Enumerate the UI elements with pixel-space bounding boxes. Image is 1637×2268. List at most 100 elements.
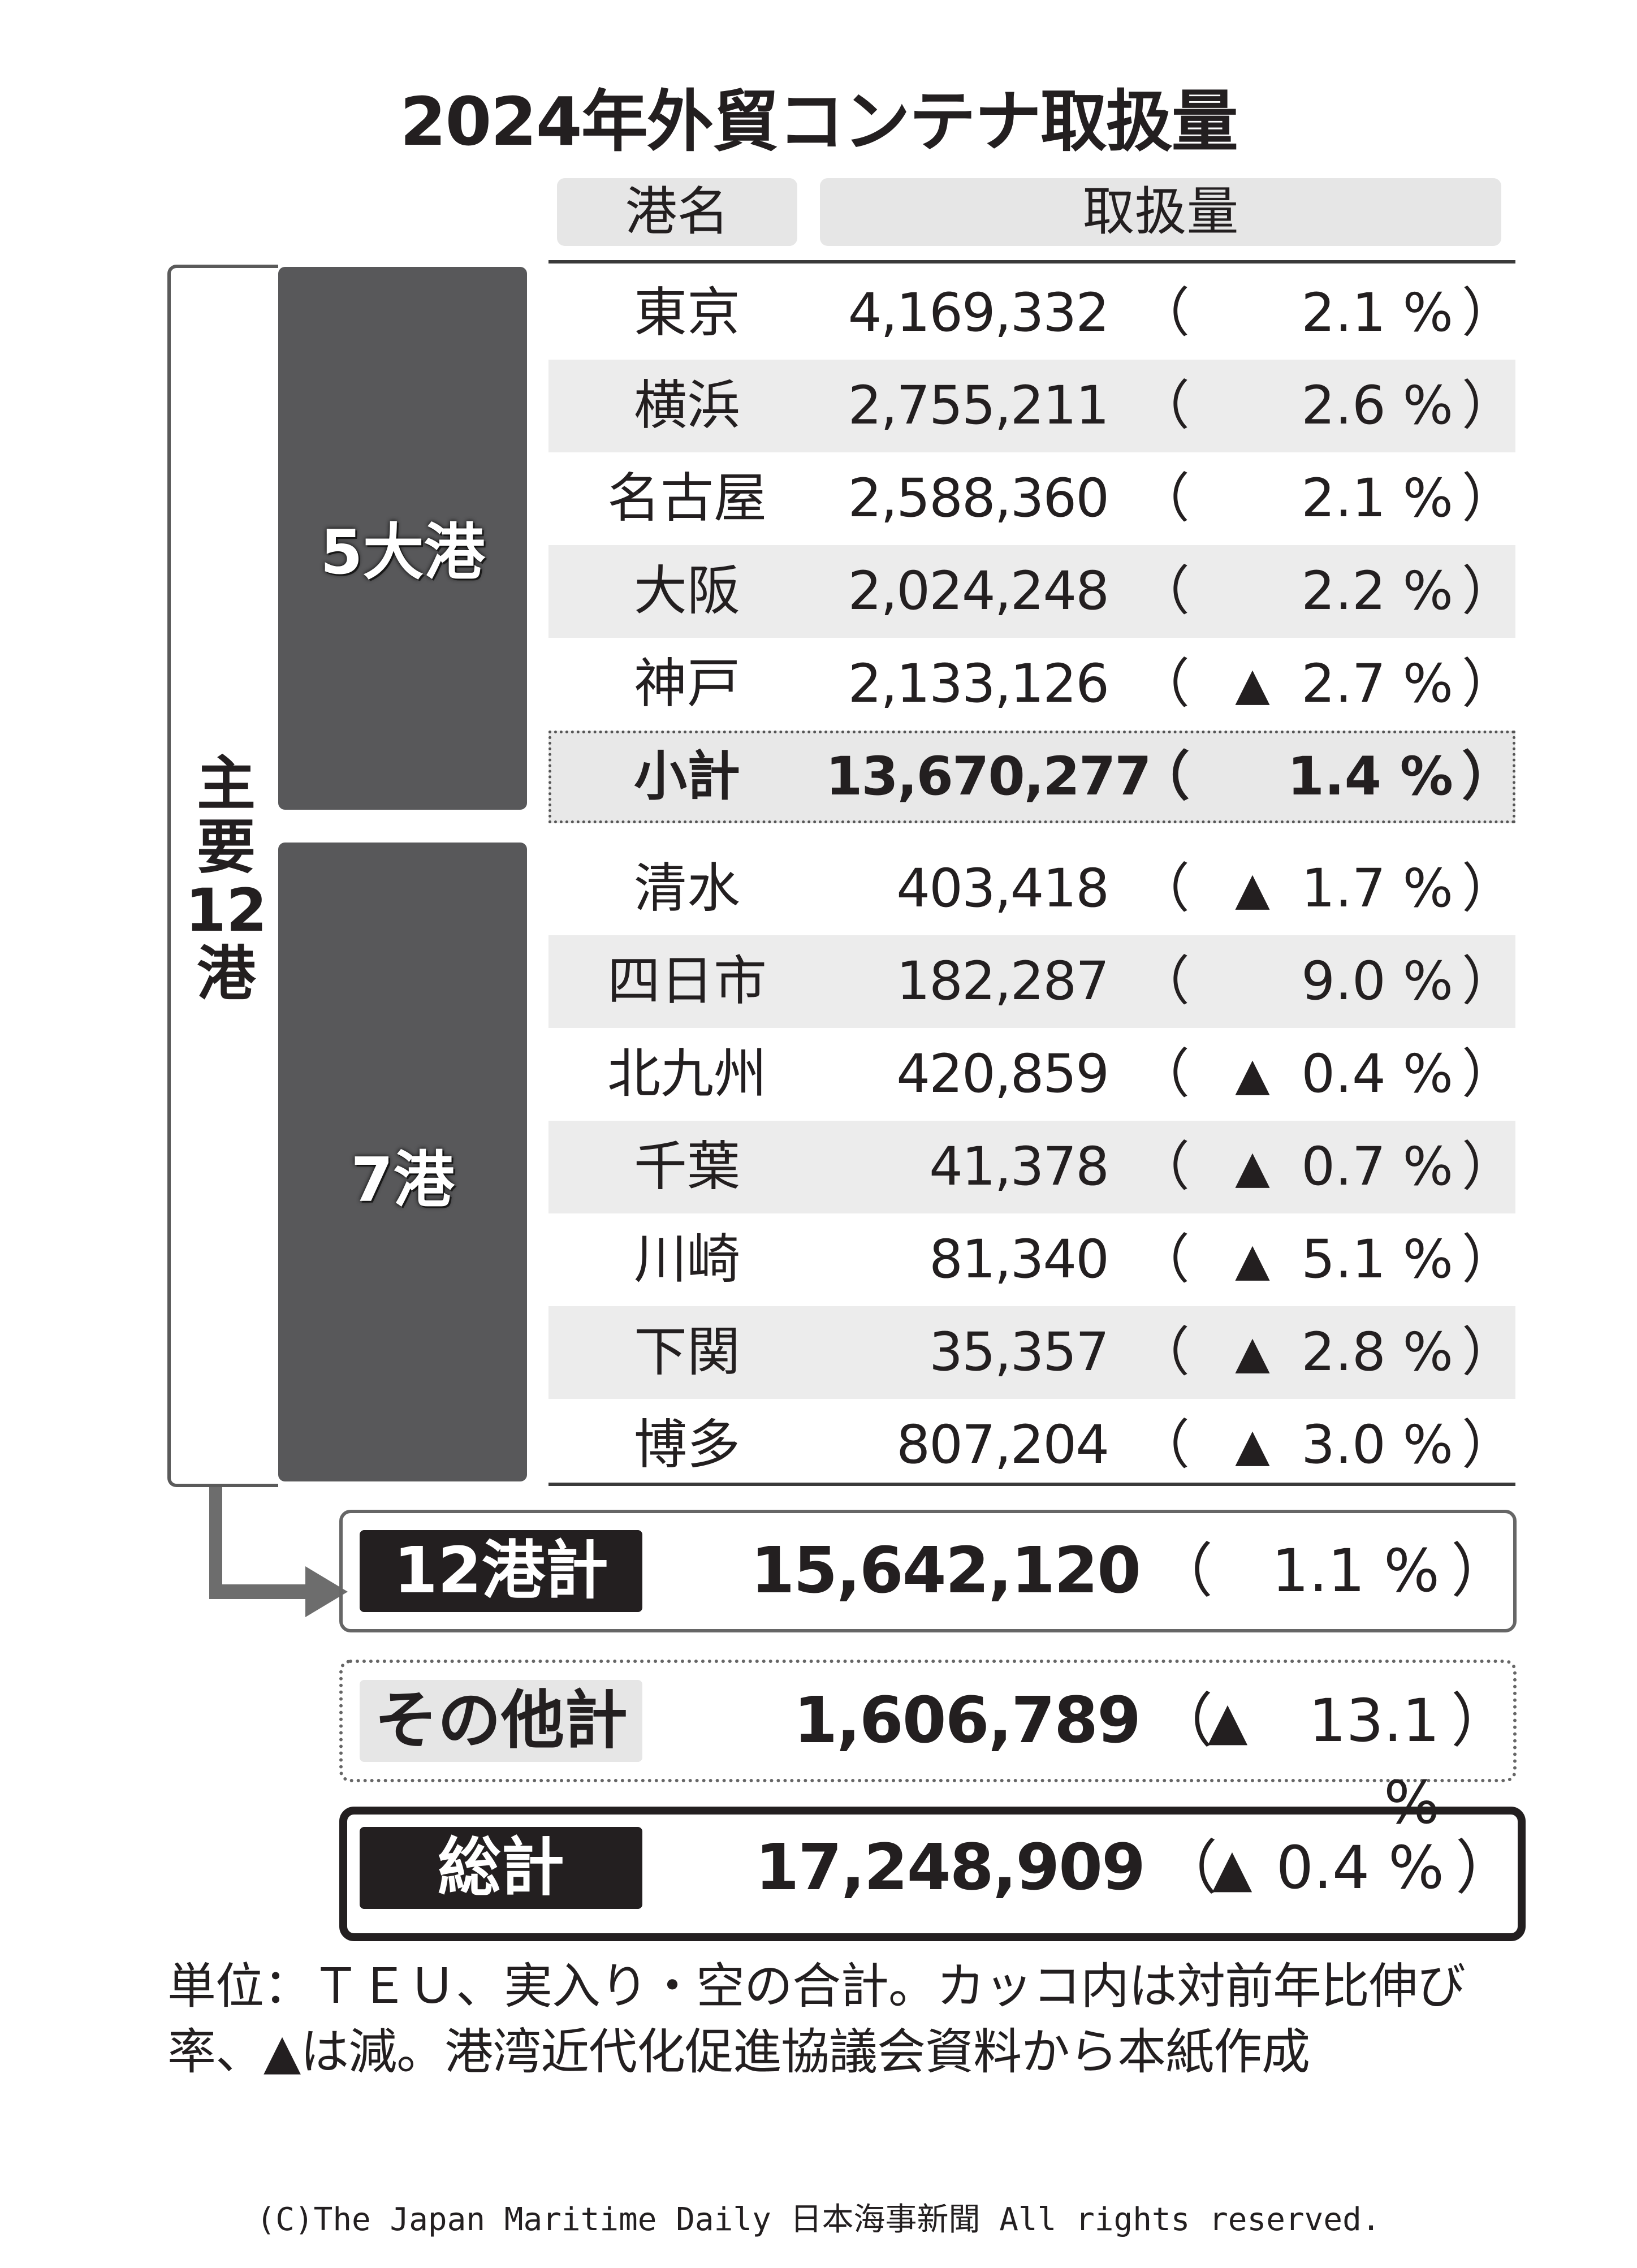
growth-pct: 3.0 % <box>1301 1414 1453 1476</box>
total-box-grand: 総計 17,248,909 （ ▲ 0.4 % ） <box>339 1807 1526 1941</box>
decrease-triangle-icon: ▲ <box>1235 1326 1270 1379</box>
port-name: 清水 <box>633 858 740 919</box>
open-paren: （ <box>1137 1043 1190 1105</box>
decrease-triangle-icon: ▲ <box>1235 1141 1270 1193</box>
table-row: 清水 403,418 （ ▲ 1.7 %） <box>548 843 1515 935</box>
port-name: 神戸 <box>633 653 740 715</box>
table-row: 神戸 2,133,126 （ ▲ 2.7 %） <box>548 638 1515 731</box>
open-paren: （ <box>1137 951 1190 1012</box>
close-paren: ） <box>1462 1229 1515 1290</box>
port-name: 川崎 <box>633 1229 740 1290</box>
port-volume: 2,755,211 <box>848 375 1109 437</box>
close-paren: ） <box>1462 1043 1515 1105</box>
port-name: 四日市 <box>607 951 767 1012</box>
total-pct: 13.1 % <box>1308 1686 1440 1837</box>
close-paren: ） <box>1462 1321 1515 1383</box>
growth-pct: 2.7 % <box>1301 653 1453 715</box>
decrease-triangle-icon: ▲ <box>1235 658 1270 710</box>
decrease-triangle-icon <box>1221 267 1284 360</box>
open-paren: （ <box>1137 746 1190 807</box>
decrease-triangle-icon <box>1221 545 1284 638</box>
open-paren: （ <box>1137 858 1190 919</box>
close-paren: ） <box>1462 951 1515 1012</box>
open-paren: （ <box>1137 1414 1190 1476</box>
open-paren: （ <box>1137 468 1190 529</box>
decrease-triangle-icon: ▲ <box>1212 1838 1252 1898</box>
port-name: 横浜 <box>633 375 740 437</box>
port-volume: 2,133,126 <box>848 653 1109 715</box>
close-paren: ） <box>1462 1414 1515 1476</box>
port-name: 名古屋 <box>607 468 767 529</box>
port-name: 東京 <box>633 282 740 344</box>
port-name: 大阪 <box>633 560 740 622</box>
port-name: 北九州 <box>607 1043 767 1105</box>
decrease-triangle-icon: ▲ <box>1207 1691 1248 1751</box>
table-row: 名古屋 2,588,360 （ 2.1 %） <box>548 452 1515 545</box>
header-volume: 取扱量 <box>820 178 1501 246</box>
port-volume: 807,204 <box>896 1414 1109 1476</box>
close-paren: ） <box>1462 560 1515 622</box>
total-label: 総計 <box>360 1827 642 1909</box>
total-value: 15,642,120 <box>750 1534 1141 1608</box>
open-paren: （ <box>1137 1136 1190 1198</box>
port-name: 下関 <box>633 1321 740 1383</box>
table-row: 四日市 182,287 （ 9.0 %） <box>548 935 1515 1028</box>
main12-bracket <box>167 265 278 1487</box>
growth-pct: 2.6 % <box>1301 375 1453 437</box>
port-volume: 4,169,332 <box>848 282 1109 344</box>
close-paren: ） <box>1462 282 1515 344</box>
port-volume: 81,340 <box>929 1229 1109 1290</box>
decrease-triangle-icon <box>1221 731 1284 823</box>
open-paren: （ <box>1137 1229 1190 1290</box>
header-rule <box>548 260 1515 263</box>
open-paren: （ <box>1137 375 1190 437</box>
footnote: 単位：ＴＥＵ、実入り・空の合計。カッコ内は対前年比伸び率、▲は減。港湾近代化促進… <box>167 1958 1466 2080</box>
growth-pct: 2.8 % <box>1301 1321 1453 1383</box>
copyright: (C)The Japan Maritime Daily 日本海事新聞 All r… <box>256 2201 1381 2238</box>
total-pct: 1.1 % <box>1271 1536 1440 1605</box>
port-volume: 35,357 <box>929 1321 1109 1383</box>
port-volume: 420,859 <box>896 1043 1109 1105</box>
group-box-big5 <box>278 267 527 810</box>
close-paren: ） <box>1462 468 1515 529</box>
decrease-triangle-icon <box>1221 935 1284 1028</box>
port-name: 小計 <box>633 746 740 807</box>
growth-pct: 0.4 % <box>1301 1043 1453 1105</box>
port-volume: 2,588,360 <box>848 468 1109 529</box>
open-paren: （ <box>1137 653 1190 715</box>
open-paren: （ <box>1159 1833 1218 1902</box>
decrease-triangle-icon: ▲ <box>1235 1233 1270 1286</box>
port-name: 千葉 <box>633 1136 740 1198</box>
port-volume: 13,670,277 <box>826 746 1152 807</box>
close-paren: ） <box>1462 858 1515 919</box>
table-row: 川崎 81,340 （ ▲ 5.1 %） <box>548 1213 1515 1306</box>
open-paren: （ <box>1154 1536 1213 1605</box>
total-label: その他計 <box>360 1680 642 1762</box>
close-paren: ） <box>1451 1536 1510 1605</box>
total-value: 1,606,789 <box>793 1684 1141 1757</box>
decrease-triangle-icon: ▲ <box>1235 862 1270 915</box>
close-paren: ） <box>1462 375 1515 437</box>
decrease-triangle-icon: ▲ <box>1235 1048 1270 1100</box>
port-volume: 41,378 <box>929 1136 1109 1198</box>
table-row: 北九州 420,859 （ ▲ 0.4 %） <box>548 1028 1515 1121</box>
group-label-seven: 7港 <box>351 1145 455 1216</box>
growth-pct: 0.7 % <box>1301 1136 1453 1198</box>
close-paren: ） <box>1455 1833 1515 1902</box>
table-row: 博多 807,204 （ ▲ 3.0 %） <box>548 1399 1515 1492</box>
total-value: 17,248,909 <box>755 1831 1146 1904</box>
arrow-icon <box>209 1487 348 1617</box>
growth-pct: 2.1 % <box>1301 468 1453 529</box>
total-label: 12港計 <box>360 1530 642 1612</box>
open-paren: （ <box>1137 1321 1190 1383</box>
growth-pct: 1.7 % <box>1301 858 1453 919</box>
table-row: 東京 4,169,332 （ 2.1 %） <box>548 267 1515 360</box>
growth-pct: 2.2 % <box>1301 560 1453 622</box>
total-pct: 0.4 % <box>1276 1833 1444 1902</box>
port-volume: 182,287 <box>896 951 1109 1012</box>
decrease-triangle-icon <box>1221 360 1284 452</box>
port-volume: 2,024,248 <box>848 560 1109 622</box>
table-bottom-rule <box>548 1483 1515 1486</box>
growth-pct: 5.1 % <box>1301 1229 1453 1290</box>
growth-pct: 2.1 % <box>1301 282 1453 344</box>
